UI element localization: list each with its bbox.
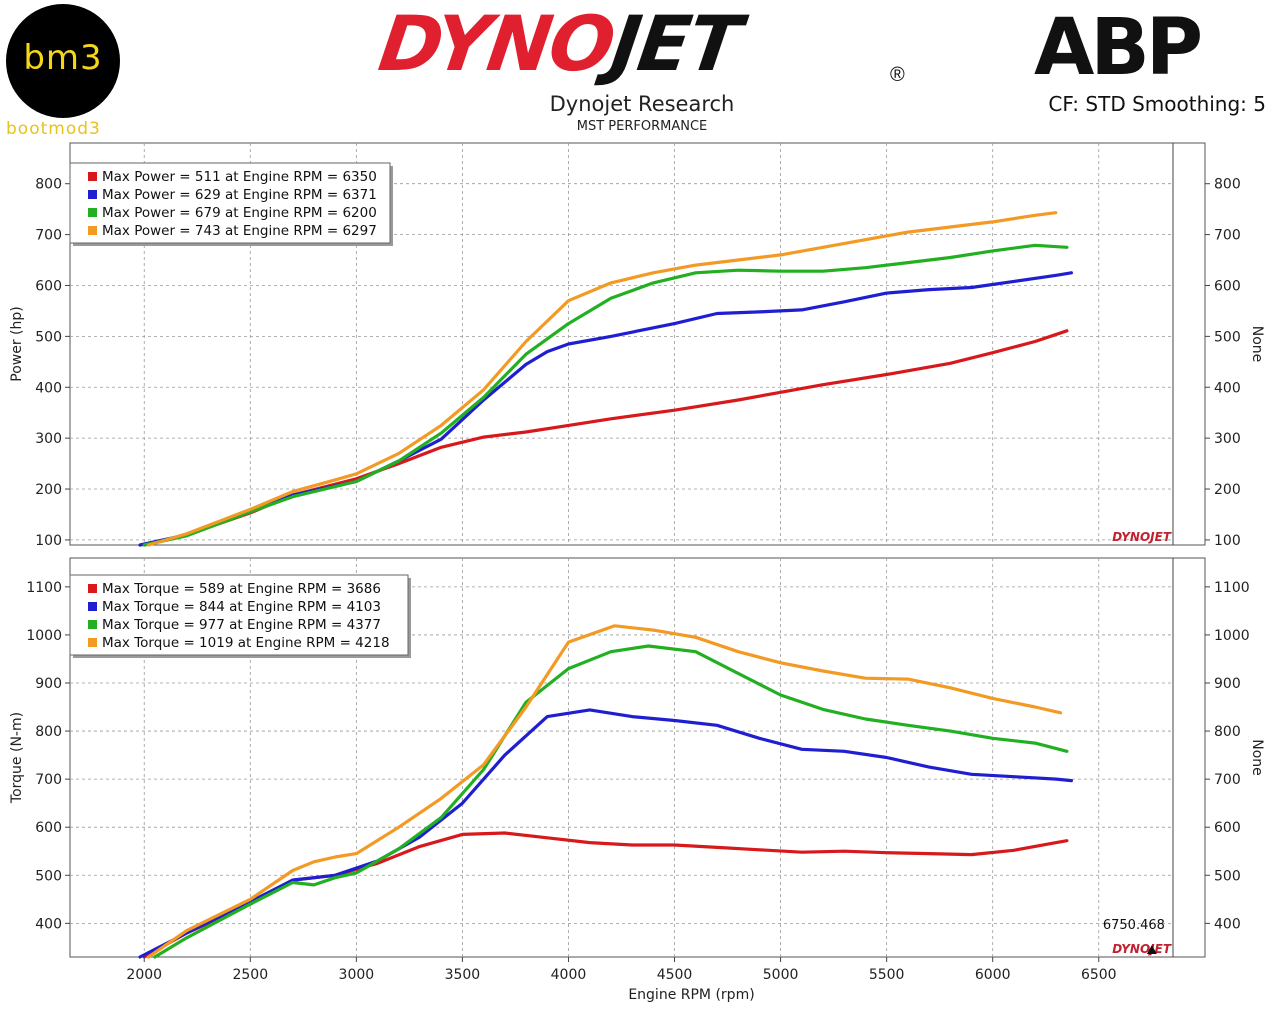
y-tick-label: 700	[35, 228, 62, 244]
dynojet-watermark: DYNOJET	[1112, 942, 1172, 956]
legend-entry: Max Torque = 977 at Engine RPM = 4377	[102, 617, 381, 633]
y-tick-label: 400	[35, 916, 62, 932]
x-tick-label: 6500	[1081, 967, 1117, 983]
chart-main-title: Dynojet Research	[549, 92, 735, 116]
x-tick-label: 2000	[126, 967, 162, 983]
legend-swatch	[88, 226, 97, 235]
series-line-run-4	[146, 211, 1058, 547]
bootmod3-logo: bm3	[6, 4, 120, 118]
y-tick-label: 500	[35, 868, 62, 884]
series-line-run-2	[138, 708, 1074, 959]
y-tick-label: 700	[35, 772, 62, 788]
x-axis-title: Engine RPM (rpm)	[628, 987, 754, 1003]
right-y-tick-label: 800	[1214, 724, 1241, 740]
y-axis-title: Power (hp)	[9, 306, 25, 381]
right-y-tick-label: 400	[1214, 916, 1241, 932]
y-tick-label: 400	[35, 380, 62, 396]
series-line-run-3	[153, 644, 1069, 959]
right-y-tick-label: 800	[1214, 177, 1241, 193]
x-tick-label: 3000	[339, 967, 375, 983]
y-tick-label: 200	[35, 482, 62, 498]
x-tick-label: 3500	[445, 967, 481, 983]
legend-box	[69, 574, 409, 656]
legend-entry: Max Torque = 844 at Engine RPM = 4103	[102, 599, 381, 615]
cursor-marker-icon	[1146, 945, 1157, 954]
right-y-tick-label: 1100	[1214, 580, 1250, 596]
right-y-tick-label: 100	[1214, 533, 1241, 549]
torque-panel: 400 400 500 500 600 600 700 700 800 800 900 900 1000…	[9, 557, 1265, 1003]
right-y-tick-label: 500	[1214, 329, 1241, 345]
legend-entry: Max Power = 743 at Engine RPM = 6297	[102, 223, 377, 239]
y-tick-label: 800	[35, 724, 62, 740]
x-tick-label: 5000	[763, 967, 799, 983]
x-tick-label: 6000	[975, 967, 1011, 983]
right-y-tick-label: 700	[1214, 228, 1241, 244]
legend-entry: Max Power = 629 at Engine RPM = 6371	[102, 187, 377, 203]
legend-swatch	[88, 208, 97, 217]
chart-subtitle: MST PERFORMANCE	[576, 119, 708, 134]
x-tick-label: 2500	[232, 967, 268, 983]
right-y-tick-label: 1000	[1214, 628, 1250, 644]
x-tick-label: 4000	[551, 967, 587, 983]
y-axis-title: Torque (N-m)	[9, 712, 25, 804]
right-y-axis-title: None	[1249, 326, 1265, 363]
legend-swatch	[88, 190, 97, 199]
right-y-tick-label: 500	[1214, 868, 1241, 884]
right-y-axis-title: None	[1249, 739, 1265, 776]
legend-entry: Max Torque = 1019 at Engine RPM = 4218	[102, 635, 390, 651]
abp-logo: ABP	[1034, 3, 1203, 93]
right-y-tick-label: 700	[1214, 772, 1241, 788]
legend-swatch	[88, 638, 97, 647]
right-y-tick-label: 600	[1214, 820, 1241, 836]
legend-box	[69, 162, 391, 244]
bootmod3-wordmark: bootmod3	[6, 119, 101, 139]
right-y-tick-label: 200	[1214, 482, 1241, 498]
dynojet-watermark: DYNOJET	[1112, 530, 1172, 544]
y-tick-label: 600	[35, 820, 62, 836]
y-tick-label: 600	[35, 278, 62, 294]
registered-mark: ®	[890, 64, 905, 86]
y-tick-label: 800	[35, 177, 62, 193]
y-tick-label: 1100	[26, 580, 62, 596]
y-tick-label: 300	[35, 431, 62, 447]
right-y-tick-label: 400	[1214, 380, 1241, 396]
right-y-tick-label: 600	[1214, 278, 1241, 294]
y-tick-label: 500	[35, 329, 62, 345]
series-line-run-3	[142, 243, 1069, 547]
legend-entry: Max Torque = 589 at Engine RPM = 3686	[102, 581, 381, 597]
right-y-tick-label: 300	[1214, 431, 1241, 447]
legend-swatch	[88, 584, 97, 593]
legend-swatch	[88, 620, 97, 629]
right-y-tick-label: 900	[1214, 676, 1241, 692]
x-tick-label: 5500	[869, 967, 905, 983]
legend-entry: Max Power = 679 at Engine RPM = 6200	[102, 205, 377, 221]
x-tick-label: 4500	[657, 967, 693, 983]
y-tick-label: 900	[35, 676, 62, 692]
power-panel: 100 100 200 200 300 300 400 400 500 500 600 600 700 7…	[9, 142, 1265, 549]
legend-entry: Max Power = 511 at Engine RPM = 6350	[102, 169, 377, 185]
legend-swatch	[88, 172, 97, 181]
y-tick-label: 1000	[26, 628, 62, 644]
series-line-run-4	[146, 624, 1063, 959]
cursor-value-label: 6750.468	[1103, 918, 1165, 933]
y-tick-label: 100	[35, 533, 62, 549]
bootmod3-logo-text: bm3	[23, 38, 103, 78]
legend-swatch	[88, 602, 97, 611]
correction-factor-label: CF: STD Smoothing: 5	[1048, 92, 1266, 116]
